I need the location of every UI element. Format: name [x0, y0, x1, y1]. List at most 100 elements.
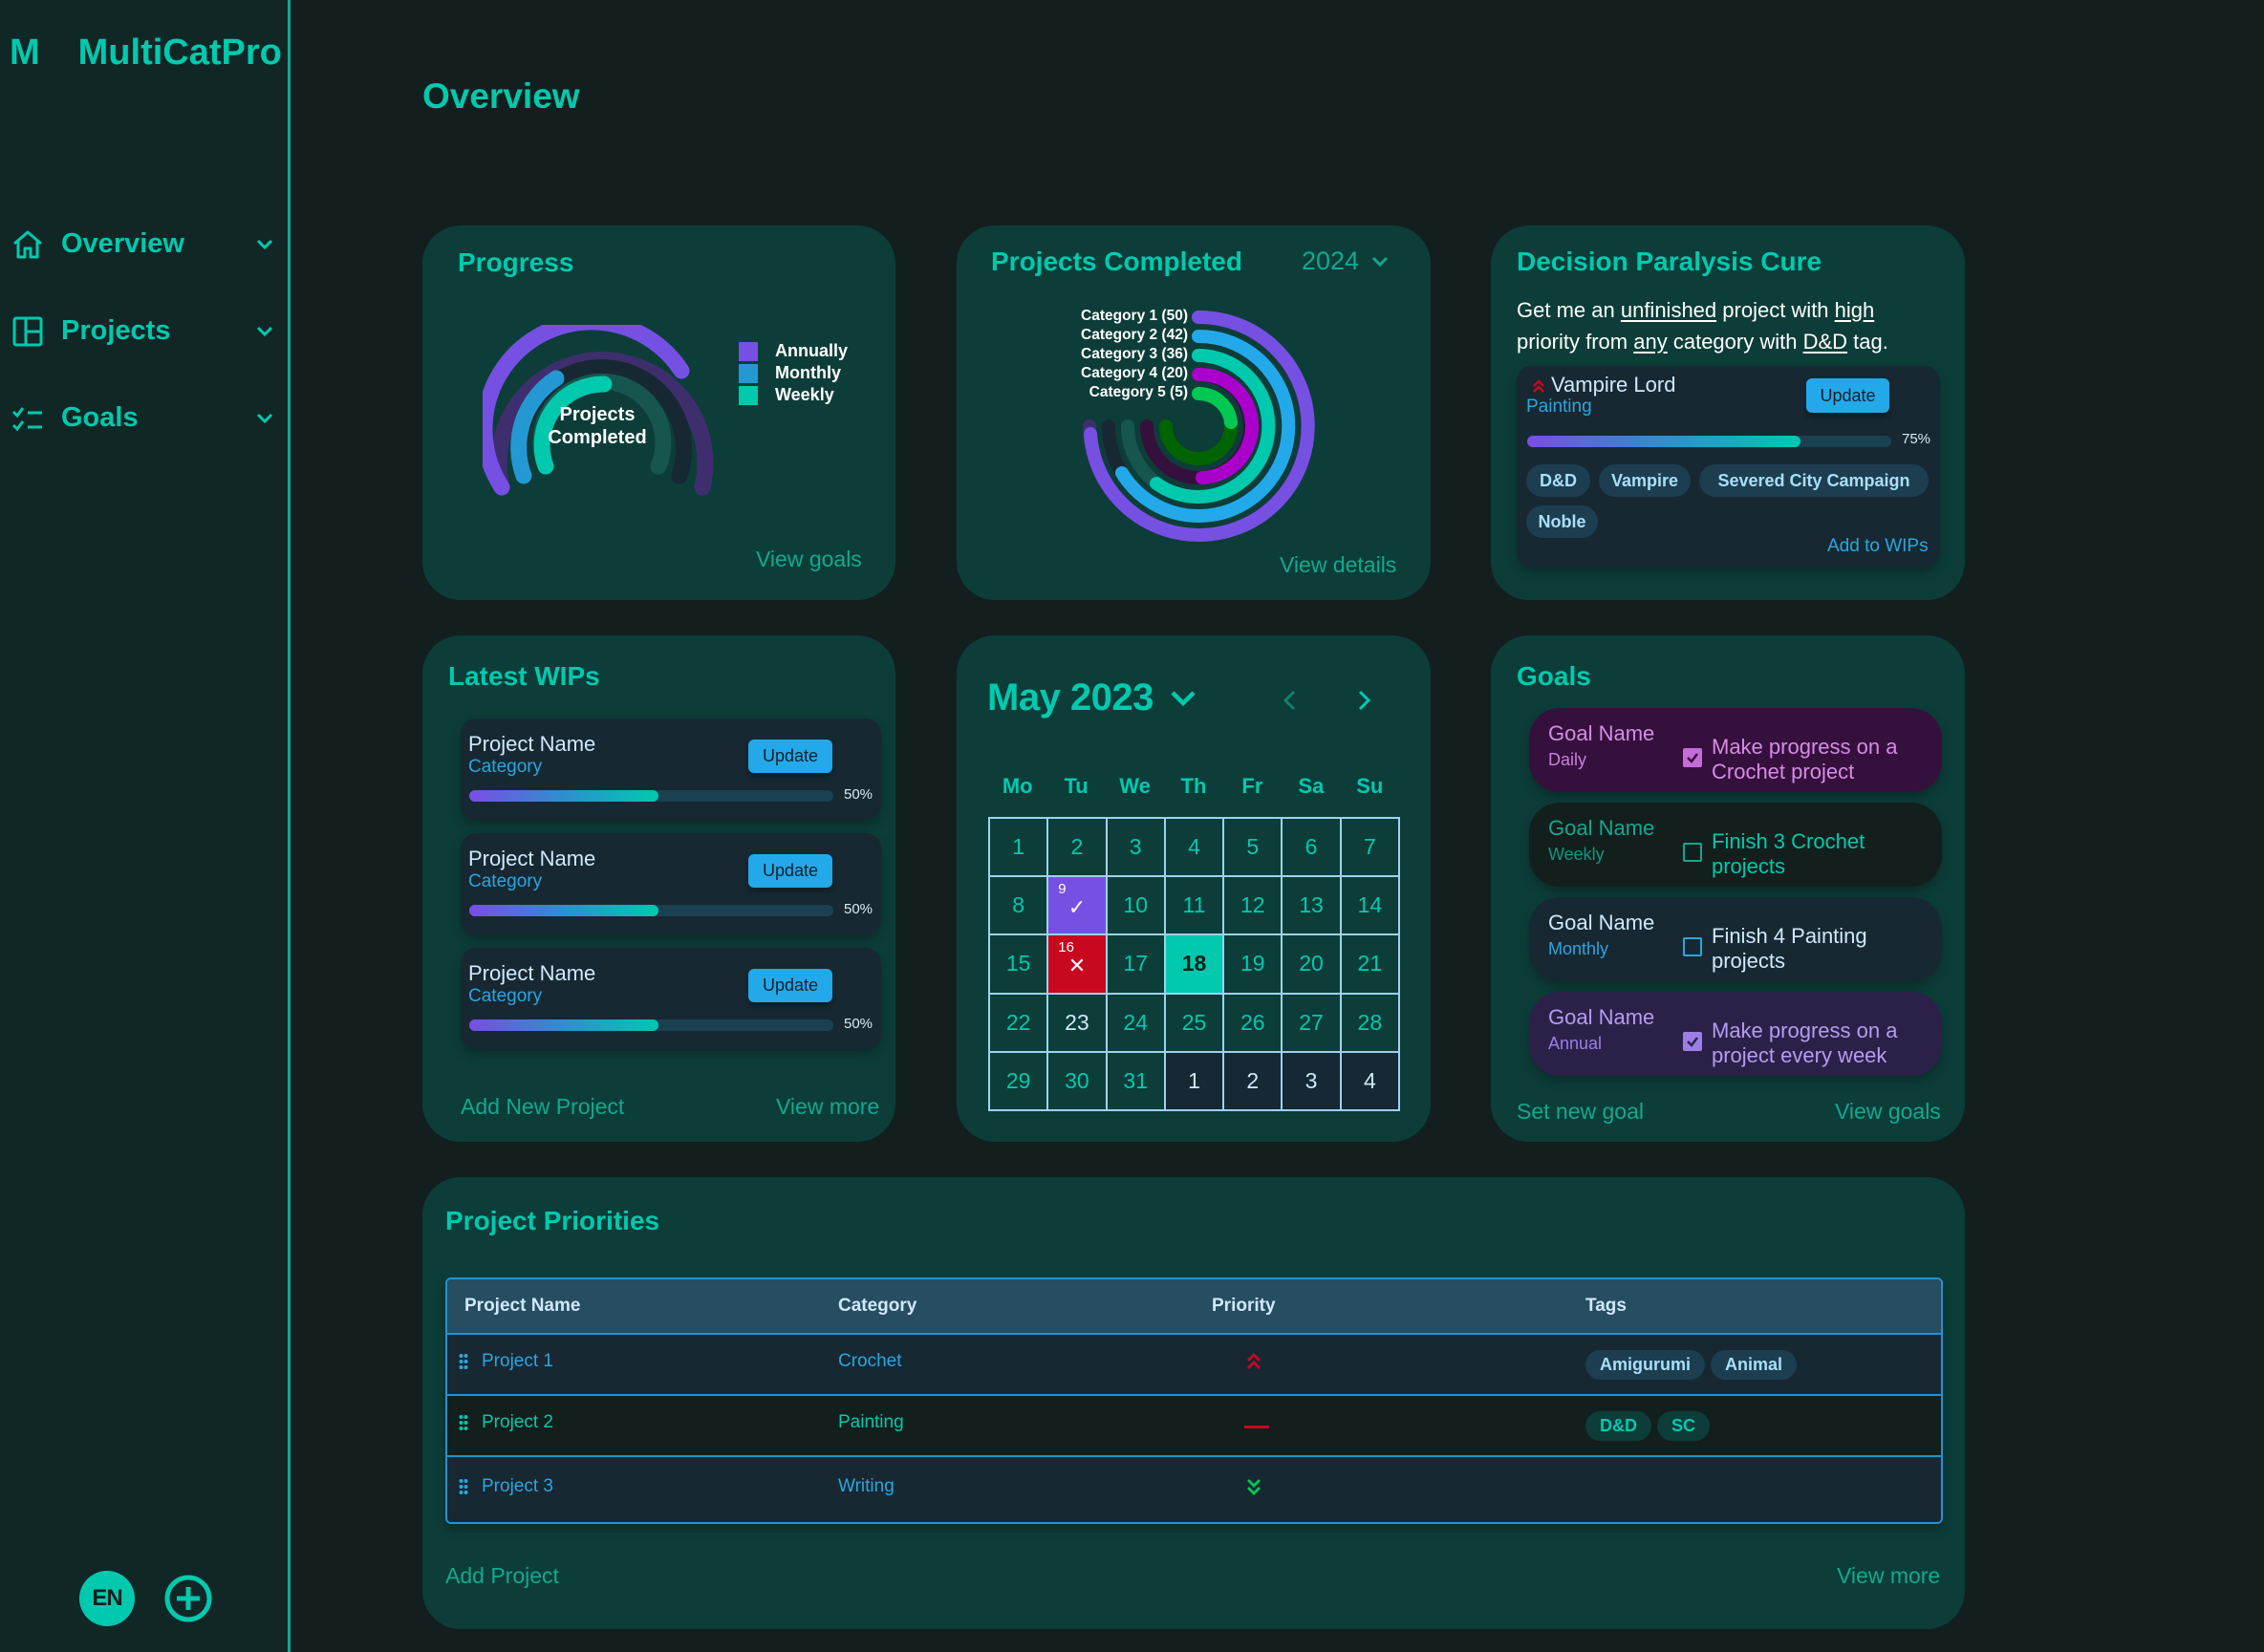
- tag-selector[interactable]: D&D: [1802, 330, 1848, 354]
- check-icon: ✓: [1067, 894, 1087, 919]
- calendar-day[interactable]: 27: [1282, 993, 1341, 1052]
- calendar-day[interactable]: 6: [1282, 818, 1341, 877]
- column-header-priority[interactable]: Priority: [1212, 1296, 1276, 1316]
- update-button[interactable]: Update: [748, 854, 832, 888]
- sidebar: M MultiCatPro Overview Projects Goals EN: [0, 0, 291, 1652]
- add-new-project-link[interactable]: Add New Project: [461, 1094, 625, 1119]
- wip-item: Project Name Category Update 50%: [461, 833, 881, 934]
- calendar-day[interactable]: 30: [1047, 1051, 1107, 1110]
- calendar-day[interactable]: 3: [1282, 1051, 1341, 1110]
- calendar-day[interactable]: 1: [989, 818, 1048, 877]
- add-project-link[interactable]: Add Project: [445, 1563, 559, 1588]
- project-name[interactable]: Project 3: [482, 1476, 553, 1496]
- progress-percent: 50%: [844, 786, 873, 803]
- chevron-down-icon: [256, 326, 273, 336]
- calendar-day[interactable]: 26: [1223, 993, 1283, 1052]
- calendar-day[interactable]: 28: [1340, 993, 1399, 1052]
- project-name[interactable]: Project 1: [482, 1351, 553, 1371]
- calendar-day[interactable]: 13: [1282, 876, 1341, 935]
- table-row[interactable]: Project 3 Writing: [447, 1457, 1941, 1522]
- calendar-day[interactable]: 10: [1106, 876, 1165, 935]
- category-selector[interactable]: any: [1633, 330, 1668, 354]
- view-details-link[interactable]: View details: [1280, 552, 1397, 577]
- priority-selector[interactable]: high: [1834, 298, 1875, 322]
- project-category: Category: [468, 757, 543, 777]
- calendar-day[interactable]: 25: [1164, 993, 1224, 1052]
- calendar-day[interactable]: 2: [1223, 1051, 1283, 1110]
- card-title: Project Priorities: [445, 1206, 660, 1235]
- goal-checkbox[interactable]: [1683, 937, 1702, 956]
- calendar-day[interactable]: 4: [1340, 1051, 1399, 1110]
- calendar-day[interactable]: 23: [1047, 993, 1107, 1052]
- calendar-day[interactable]: 11: [1164, 876, 1224, 935]
- goal-item: Goal Name Monthly Finish 4 Painting projec…: [1529, 897, 1942, 981]
- calendar-day[interactable]: 8: [989, 876, 1048, 935]
- calendar-day[interactable]: 3: [1106, 818, 1165, 877]
- sidebar-item-projects[interactable]: Projects: [11, 288, 275, 375]
- update-button[interactable]: Update: [748, 740, 832, 773]
- year-select[interactable]: 2024: [1302, 247, 1390, 276]
- x-icon: ✕: [1067, 953, 1087, 977]
- status-selector[interactable]: unfinished: [1620, 298, 1717, 322]
- tag: Amigurumi: [1585, 1349, 1706, 1380]
- calendar-day[interactable]: 5: [1223, 818, 1283, 877]
- calendar-day[interactable]: 16 ✕: [1047, 934, 1107, 994]
- next-month-button[interactable]: [1349, 686, 1378, 715]
- calendar-day[interactable]: 21: [1340, 934, 1399, 994]
- calendar-day[interactable]: 15: [989, 934, 1048, 994]
- view-more-link[interactable]: View more: [776, 1094, 880, 1119]
- sidebar-item-goals[interactable]: Goals: [11, 375, 275, 461]
- update-button[interactable]: Update: [1806, 378, 1889, 413]
- add-to-wips-link[interactable]: Add to WIPs: [1827, 536, 1929, 556]
- column-header-tags[interactable]: Tags: [1585, 1296, 1627, 1316]
- drag-handle-icon[interactable]: [459, 1478, 468, 1495]
- wip-item: Project Name Category Update 50%: [461, 719, 881, 820]
- calendar-day[interactable]: 20: [1282, 934, 1341, 994]
- project-name: Vampire Lord: [1551, 373, 1676, 397]
- previous-month-button[interactable]: [1276, 686, 1304, 715]
- calendar-day[interactable]: 7: [1340, 818, 1399, 877]
- brand[interactable]: M MultiCatPro: [10, 32, 282, 74]
- calendar-day[interactable]: 1: [1164, 1051, 1224, 1110]
- view-goals-link[interactable]: View goals: [1835, 1099, 1941, 1124]
- column-header-project-name[interactable]: Project Name: [464, 1296, 581, 1316]
- card-title: Progress: [458, 247, 574, 277]
- set-new-goal-link[interactable]: Set new goal: [1517, 1099, 1644, 1124]
- project-name[interactable]: Project 2: [482, 1412, 553, 1432]
- table-row[interactable]: Project 2 Painting D&D SC: [447, 1396, 1941, 1457]
- calendar-day[interactable]: 2: [1047, 818, 1107, 877]
- drag-handle-icon[interactable]: [459, 1414, 468, 1431]
- goal-checkbox[interactable]: [1683, 843, 1702, 862]
- goal-checkbox[interactable]: [1683, 1032, 1702, 1051]
- table-header: Project Name Category Priority Tags: [447, 1279, 1941, 1335]
- table-row[interactable]: Project 1 Crochet Amigurumi Animal: [447, 1335, 1941, 1396]
- project-category: Crochet: [838, 1351, 902, 1371]
- calendar-day[interactable]: 31: [1106, 1051, 1165, 1110]
- column-header-category[interactable]: Category: [838, 1296, 917, 1316]
- view-more-link[interactable]: View more: [1837, 1563, 1941, 1588]
- progress-bar: [1527, 436, 1891, 447]
- view-goals-link[interactable]: View goals: [756, 547, 862, 571]
- calendar-day[interactable]: 19: [1223, 934, 1283, 994]
- calendar-day[interactable]: 24: [1106, 993, 1165, 1052]
- calendar-day[interactable]: 22: [989, 993, 1048, 1052]
- calendar-day[interactable]: 9 ✓: [1047, 876, 1107, 935]
- calendar-day[interactable]: 14: [1340, 876, 1399, 935]
- goal-checkbox[interactable]: [1683, 748, 1702, 767]
- month-select[interactable]: May 2023: [987, 676, 1197, 719]
- drag-handle-icon[interactable]: [459, 1353, 468, 1370]
- chevron-down-icon: [256, 239, 273, 249]
- sidebar-item-overview[interactable]: Overview: [11, 201, 275, 288]
- calendar-day[interactable]: 17: [1106, 934, 1165, 994]
- plus-circle-icon[interactable]: [164, 1575, 212, 1622]
- calendar-day[interactable]: 4: [1164, 818, 1224, 877]
- update-button[interactable]: Update: [748, 969, 832, 1002]
- priorities-table: Project Name Category Priority Tags Proj…: [445, 1277, 1943, 1524]
- calendar-day[interactable]: 18: [1164, 934, 1224, 994]
- calendar-day[interactable]: 29: [989, 1051, 1048, 1110]
- brand-logo-letter: M: [10, 32, 40, 73]
- category-labels: Category 1 (50) Category 2 (42) Category…: [1081, 308, 1188, 400]
- language-button[interactable]: EN: [79, 1571, 135, 1626]
- progress-gauge-chart: [483, 325, 714, 496]
- calendar-day[interactable]: 12: [1223, 876, 1283, 935]
